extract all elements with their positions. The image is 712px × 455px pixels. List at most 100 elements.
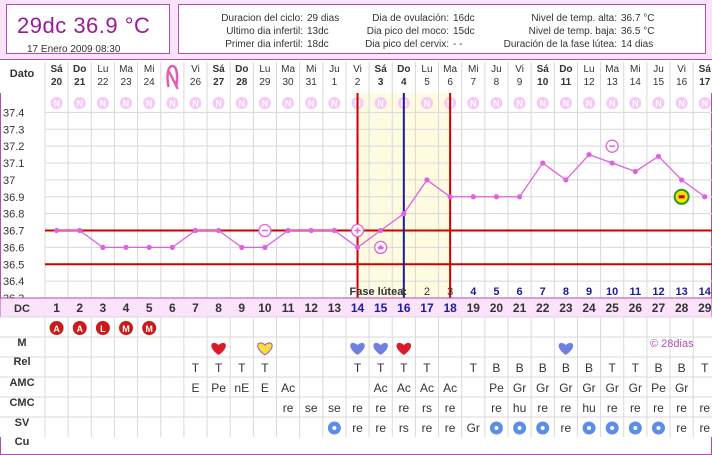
dc-label: DC xyxy=(14,303,30,315)
info-label: Dia pico del cervix: xyxy=(365,39,449,50)
cycle-day-number: 4 xyxy=(123,301,130,315)
temperature-point xyxy=(100,244,106,250)
cmc-label: CMC xyxy=(9,397,35,409)
n-badge-text: N xyxy=(516,99,523,109)
n-badge-text: N xyxy=(146,99,153,109)
cycle-day-number: 25 xyxy=(605,301,619,315)
n-badge-text: N xyxy=(632,99,639,109)
cmc-value: Pe xyxy=(211,381,226,395)
menstruation-badge xyxy=(95,321,110,335)
cmc-value: Gr xyxy=(675,381,688,395)
cycle-day-number: 19 xyxy=(467,301,481,315)
date-label: 16 xyxy=(676,77,688,88)
n-badge-text: N xyxy=(262,99,269,109)
temperature-point xyxy=(262,244,268,250)
weekday-label: Lu xyxy=(97,64,108,75)
info-label: Dia pico del moco: xyxy=(366,26,449,37)
n-badge xyxy=(258,97,271,109)
info-label: Duracion del ciclo: xyxy=(221,13,303,24)
cmc-value: Pe xyxy=(489,381,504,395)
n-badge-text: N xyxy=(169,99,176,109)
intercourse-heart-icon xyxy=(350,342,365,355)
temperature-point xyxy=(239,244,245,250)
amc-value: T xyxy=(192,361,200,375)
cycle-title: 29dc 36.9 °C xyxy=(17,13,151,38)
lutea-day-number: 8 xyxy=(563,286,569,298)
sv-value: re xyxy=(676,401,687,415)
lutea-day-number: 9 xyxy=(586,286,592,298)
temperature-point xyxy=(354,244,361,250)
cmc-value: Gr xyxy=(629,381,642,395)
cmc-value: E xyxy=(191,381,199,395)
y-tick-label: 37.3 xyxy=(3,124,24,136)
n-badge-text: N xyxy=(100,99,107,109)
date-label: 4 xyxy=(401,77,407,88)
sv-value: re xyxy=(491,401,502,415)
intercourse-heart-icon xyxy=(211,342,226,355)
n-badge xyxy=(212,97,225,109)
weekday-label: Ma xyxy=(281,64,295,75)
amc-value: B xyxy=(516,361,524,375)
cu-value: rs xyxy=(399,421,409,435)
temperature-point xyxy=(609,160,615,166)
cmc-value: Ac xyxy=(281,381,295,395)
n-badge xyxy=(675,97,688,109)
weekday-label: Vi xyxy=(353,64,362,75)
temperature-point xyxy=(679,177,685,183)
n-badge-text: N xyxy=(470,99,477,109)
y-tick-label: 36.5 xyxy=(3,259,24,271)
temperature-point xyxy=(493,194,500,200)
cycle-day-number: 9 xyxy=(238,301,245,315)
lutea-day-number: 11 xyxy=(630,286,642,298)
cervix-dot-icon xyxy=(610,426,615,430)
cycle-day-number: 29 xyxy=(698,301,712,315)
date-label: 30 xyxy=(283,77,295,88)
temperature-point xyxy=(146,244,152,250)
cycle-day-number: 26 xyxy=(629,301,643,315)
sv-value: hu xyxy=(513,401,526,415)
temperature-point xyxy=(169,244,175,250)
cmc-value: Gr xyxy=(536,381,549,395)
menstruation-badge xyxy=(49,321,64,335)
n-badge-text: N xyxy=(493,99,500,109)
y-tick-label: 36.8 xyxy=(3,209,24,221)
n-badge-text: N xyxy=(239,99,246,109)
cmc-value: E xyxy=(261,381,269,395)
y-tick-label: 37.4 xyxy=(3,107,24,119)
weekday-label: Ju xyxy=(491,64,502,75)
date-label: 27 xyxy=(213,77,225,88)
lutea-phase-label: Fase lútea: xyxy=(350,286,407,298)
menstruation-badge-text: M xyxy=(145,324,153,334)
n-badge-text: N xyxy=(424,99,431,109)
sv-label: SV xyxy=(14,417,30,429)
n-badge xyxy=(120,97,133,109)
date-label: 17 xyxy=(699,77,711,88)
date-label: 20 xyxy=(51,77,63,88)
info-value: 14 dias xyxy=(621,39,654,50)
chart-header: 29dc 36.9 °C 17 Enero 2009 08:30 Duracio… xyxy=(0,0,712,60)
info-value: 16dc xyxy=(453,13,475,24)
triangle-icon xyxy=(377,244,384,250)
weekday-label: Do xyxy=(559,64,572,75)
y-tick-label: 36.4 xyxy=(3,276,24,288)
sv-value: rs xyxy=(422,401,432,415)
cervix-dot-icon xyxy=(587,426,592,430)
n-badge-text: N xyxy=(609,99,616,109)
y-tick-label: 36.9 xyxy=(3,192,24,204)
date-label: 1 xyxy=(332,77,338,88)
menstruation-badge-text: A xyxy=(53,324,60,334)
weekday-label: Ma xyxy=(119,64,133,75)
cycle-day-number: 23 xyxy=(559,301,573,315)
temperature-point xyxy=(540,160,546,166)
y-tick-label: 36.7 xyxy=(3,226,24,238)
info-label: Dia de ovulación: xyxy=(372,13,449,24)
lutea-day-number: 2 xyxy=(424,286,430,298)
date-label: 8 xyxy=(494,77,500,88)
cycle-day-number: 5 xyxy=(146,301,153,315)
sv-value: re xyxy=(398,401,409,415)
cycle-day-number: 10 xyxy=(258,301,272,315)
n-badge-text: N xyxy=(215,99,222,109)
cycle-day-number: 11 xyxy=(282,301,295,315)
amc-value: T xyxy=(354,361,362,375)
info-value: 18dc xyxy=(307,39,329,50)
